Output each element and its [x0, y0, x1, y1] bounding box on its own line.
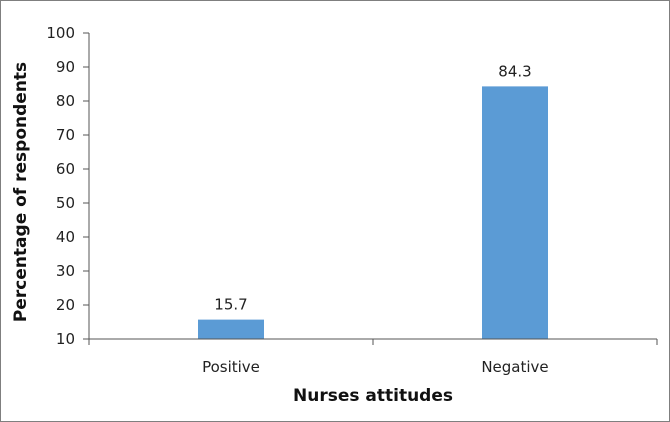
- x-tick-label-positive: Positive: [202, 358, 260, 376]
- y-axis-title: Percentage of respondents: [11, 62, 31, 322]
- y-tick-label: 20: [56, 296, 75, 314]
- y-tick-label: 60: [56, 160, 75, 178]
- y-tick-label: 80: [56, 92, 75, 110]
- y-tick-label: 40: [56, 228, 75, 246]
- x-tick-label-negative: Negative: [481, 358, 548, 376]
- y-tick-label: 100: [46, 24, 75, 42]
- x-axis-title: Nurses attitudes: [293, 386, 453, 406]
- bars: [198, 86, 548, 339]
- x-axis-ticks: Positive Negative: [88, 339, 658, 376]
- y-axis-ticks: 10 20 30 40 50 60 70 80 90 100: [46, 24, 89, 348]
- data-label-negative: 84.3: [498, 62, 531, 80]
- data-label-positive: 15.7: [214, 296, 247, 314]
- y-tick-label: 10: [56, 330, 75, 348]
- y-tick-label: 90: [56, 58, 75, 76]
- bar-positive: [198, 319, 264, 339]
- y-tick-label: 50: [56, 194, 75, 212]
- y-tick-label: 30: [56, 262, 75, 280]
- bar-negative: [482, 86, 548, 339]
- data-labels: 15.7 84.3: [214, 62, 531, 313]
- y-tick-label: 70: [56, 126, 75, 144]
